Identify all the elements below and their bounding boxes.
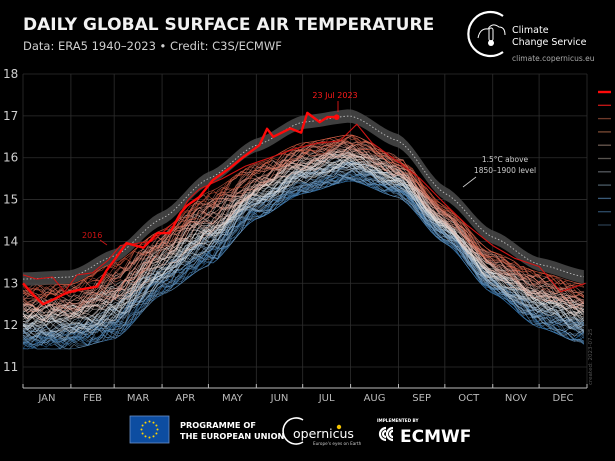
eu-line1: PROGRAMME OF	[180, 420, 256, 430]
threshold-label-line1: 1.5°C above	[482, 155, 529, 164]
ensemble-year-line	[22, 139, 584, 299]
x-tick-label: SEP	[412, 393, 431, 404]
brand-line1: Climate	[512, 25, 549, 36]
eu-flag-icon	[129, 415, 170, 444]
eu-star-icon	[141, 424, 144, 427]
watermark: created: 2023-07-25	[588, 328, 594, 385]
ensemble-year-line	[22, 152, 585, 316]
eu-star-icon	[140, 428, 143, 431]
x-axis: JAN FEB MAR APR MAY JUN JUL AUG SEP OCT NOV DEC	[22, 384, 588, 404]
ensemble-year-line	[22, 135, 585, 299]
x-tick-label: NOV	[505, 393, 527, 404]
eu-star-icon	[152, 421, 155, 424]
ensemble-year-line	[22, 160, 585, 343]
arrow-2016	[99, 239, 108, 246]
x-tick-label: MAY	[222, 393, 244, 404]
x-tick-label: JAN	[37, 393, 55, 404]
annotation-2016: 2016	[82, 231, 102, 240]
ensemble-year-line	[22, 134, 585, 310]
eu-logo: PROGRAMME OF THE EUROPEAN UNION	[129, 415, 285, 444]
y-tick-label: 18	[3, 67, 18, 81]
x-tick-label: APR	[175, 393, 195, 404]
x-tick-label: FEB	[83, 393, 102, 404]
threshold-band-area	[23, 109, 584, 286]
y-tick-label: 13	[3, 276, 18, 290]
ensemble-lines	[22, 134, 585, 350]
ensemble-year-line	[22, 147, 585, 311]
legend	[598, 90, 611, 226]
ensemble-year-line	[22, 140, 585, 313]
x-tick-label: JUN	[270, 393, 289, 404]
c3s-logo: Climate Change Service climate.copernicu…	[467, 10, 595, 63]
eu-star-icon	[152, 435, 155, 438]
series-line-2016	[22, 123, 586, 293]
ensemble-year-line	[22, 134, 585, 296]
y-tick-label: 12	[3, 318, 18, 332]
brand-url: climate.copernicus.eu	[512, 54, 595, 63]
copernicus-tagline: Europe's eyes on Earth	[313, 441, 362, 446]
ecmwf-logo: IMPLEMENTED BY ECMWF	[377, 418, 471, 447]
ecmwf-symbol-icon	[378, 426, 394, 442]
subtitle: Data: ERA5 1940–2023 • Credit: C3S/ECMWF	[23, 39, 282, 53]
ensemble-year-line	[22, 134, 584, 303]
eu-star-icon	[144, 421, 147, 424]
implemented-by: IMPLEMENTED BY	[377, 418, 419, 423]
threshold-arrow	[462, 176, 477, 188]
ensemble-year-line	[22, 152, 585, 316]
threshold-band	[22, 109, 584, 286]
ecmwf-wordmark: ECMWF	[400, 427, 471, 447]
eu-star-icon	[155, 424, 158, 427]
y-tick-label: 15	[3, 193, 18, 207]
ensemble-year-line	[22, 144, 585, 310]
copernicus-wordmark: opernicus	[293, 426, 354, 441]
ensemble-year-line	[22, 145, 585, 312]
y-tick-label: 14	[3, 234, 18, 248]
x-tick-label: AUG	[364, 393, 386, 404]
eu-star-icon	[141, 432, 144, 435]
ensemble-year-line	[22, 164, 584, 344]
x-tick-label: DEC	[553, 393, 574, 404]
latest-point	[333, 114, 340, 120]
y-tick-label: 11	[3, 360, 18, 374]
y-tick-label: 17	[3, 109, 18, 123]
annotation-2023: 23 Jul 2023	[312, 91, 357, 100]
x-tick-label: OCT	[458, 393, 480, 404]
ensemble-year-line	[22, 152, 584, 324]
eu-star-icon	[156, 428, 159, 431]
copernicus-c-icon	[282, 417, 304, 445]
y-tick-label: 16	[3, 151, 18, 165]
y-axis: 11 12 13 14 15 16 17 18	[3, 67, 18, 374]
thermometer-icon	[488, 27, 494, 42]
x-tick-label: MAR	[127, 393, 149, 404]
cloud-icon	[477, 24, 506, 39]
threshold-label-line2: 1850–1900 level	[474, 166, 536, 175]
ensemble-year-line	[22, 173, 585, 348]
eu-line2: THE EUROPEAN UNION	[180, 431, 285, 441]
copernicus-logo: opernicus Europe's eyes on Earth	[282, 417, 362, 446]
ensemble-year-line	[22, 163, 585, 331]
ensemble-year-line	[22, 136, 584, 303]
eu-star-icon	[148, 420, 151, 423]
ensemble-year-line	[22, 157, 585, 323]
eu-star-icon	[148, 436, 151, 439]
eu-star-icon	[144, 435, 147, 438]
ensemble-year-line	[22, 136, 584, 297]
x-tick-label: JUL	[318, 393, 335, 404]
ensemble-year-line	[22, 162, 585, 333]
highlight-series	[22, 111, 586, 306]
logo-arc-icon	[467, 10, 504, 58]
series-line-2023	[22, 111, 337, 306]
ensemble-year-line	[22, 139, 584, 303]
ensemble-year-line	[22, 162, 585, 345]
brand-line2: Change Service	[512, 37, 587, 48]
eu-star-icon	[155, 432, 158, 435]
threshold-line	[22, 115, 584, 280]
page-title: DAILY GLOBAL SURFACE AIR TEMPERATURE	[23, 15, 434, 35]
